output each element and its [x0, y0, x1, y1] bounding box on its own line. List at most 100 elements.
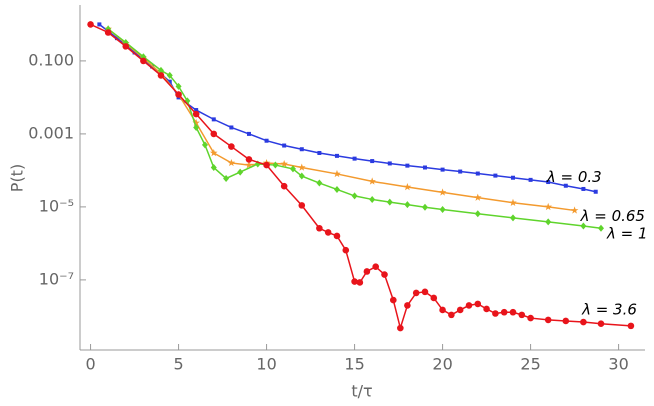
- x-axis-label: t/τ: [351, 382, 372, 401]
- y-tick-label: 0.100: [28, 50, 74, 69]
- point: [369, 195, 376, 203]
- point: [352, 156, 357, 161]
- y-axis-label: P(t): [8, 164, 27, 192]
- series-label: λ = 3.6: [581, 300, 637, 318]
- point: [483, 305, 490, 313]
- point: [192, 118, 200, 127]
- point: [474, 300, 482, 308]
- point: [456, 306, 464, 314]
- point: [474, 210, 481, 218]
- point: [370, 159, 375, 164]
- point: [298, 172, 305, 180]
- point: [194, 108, 199, 113]
- series-label: λ = 0.3: [546, 168, 602, 186]
- point: [404, 302, 411, 309]
- point: [527, 314, 534, 322]
- point: [438, 188, 447, 196]
- x-tick-label: 5: [173, 355, 183, 374]
- point: [299, 147, 304, 152]
- point: [544, 202, 552, 211]
- point: [237, 168, 244, 176]
- series-line: [107, 28, 575, 212]
- point: [381, 271, 388, 278]
- point: [333, 185, 340, 193]
- x-tick-label: 25: [520, 355, 540, 374]
- point: [492, 310, 499, 317]
- point: [356, 279, 364, 286]
- point: [509, 214, 516, 222]
- point: [421, 288, 429, 296]
- point: [570, 206, 579, 214]
- point: [546, 180, 551, 185]
- point: [192, 110, 200, 118]
- point: [465, 302, 473, 309]
- point: [280, 182, 288, 190]
- point: [430, 294, 438, 302]
- x-tick-label: 20: [432, 355, 452, 374]
- point: [228, 143, 235, 150]
- point: [562, 317, 570, 325]
- point: [439, 306, 446, 314]
- point: [509, 308, 517, 316]
- point: [563, 183, 568, 188]
- x-tick-label: 30: [608, 355, 628, 374]
- point: [518, 311, 526, 319]
- point: [245, 161, 253, 169]
- series-label: λ = 1: [606, 225, 648, 243]
- point: [210, 164, 217, 172]
- point: [390, 296, 397, 304]
- point: [475, 171, 480, 176]
- point: [528, 177, 533, 182]
- point: [140, 57, 147, 65]
- point: [421, 203, 428, 211]
- point: [272, 161, 279, 169]
- point: [167, 79, 172, 84]
- point: [544, 316, 552, 324]
- x-tick-label: 10: [256, 355, 276, 374]
- point: [403, 183, 412, 191]
- point: [210, 130, 218, 138]
- point: [324, 229, 332, 236]
- point: [422, 165, 427, 170]
- point: [104, 29, 112, 36]
- point: [316, 224, 323, 232]
- point: [132, 50, 137, 55]
- point: [122, 43, 130, 50]
- point: [114, 36, 119, 41]
- point: [545, 218, 552, 226]
- point: [597, 224, 604, 232]
- point: [404, 201, 411, 209]
- point: [440, 167, 445, 172]
- point: [342, 246, 350, 254]
- point: [317, 150, 322, 155]
- point: [264, 138, 269, 143]
- point: [593, 189, 598, 194]
- series-label: λ = 0.65: [580, 207, 645, 225]
- point: [580, 222, 587, 230]
- x-tick-label: 15: [344, 355, 364, 374]
- x-tick-label: 0: [85, 355, 95, 374]
- point: [386, 198, 393, 206]
- point: [387, 161, 392, 166]
- point: [333, 169, 341, 178]
- point: [510, 175, 515, 180]
- point: [509, 198, 517, 206]
- point: [351, 278, 358, 285]
- point: [405, 163, 410, 168]
- point: [500, 308, 508, 316]
- point: [175, 82, 182, 90]
- series-line: [98, 23, 596, 193]
- point: [458, 169, 463, 174]
- point: [280, 159, 288, 168]
- point: [289, 165, 296, 173]
- point: [439, 205, 446, 213]
- point: [580, 318, 587, 326]
- y-tick-label: 10⁻⁷: [39, 269, 74, 288]
- point: [227, 158, 236, 167]
- y-tick-label: 0.001: [28, 123, 74, 142]
- point: [282, 143, 287, 148]
- point: [316, 179, 323, 187]
- point: [209, 148, 218, 157]
- point: [263, 161, 270, 169]
